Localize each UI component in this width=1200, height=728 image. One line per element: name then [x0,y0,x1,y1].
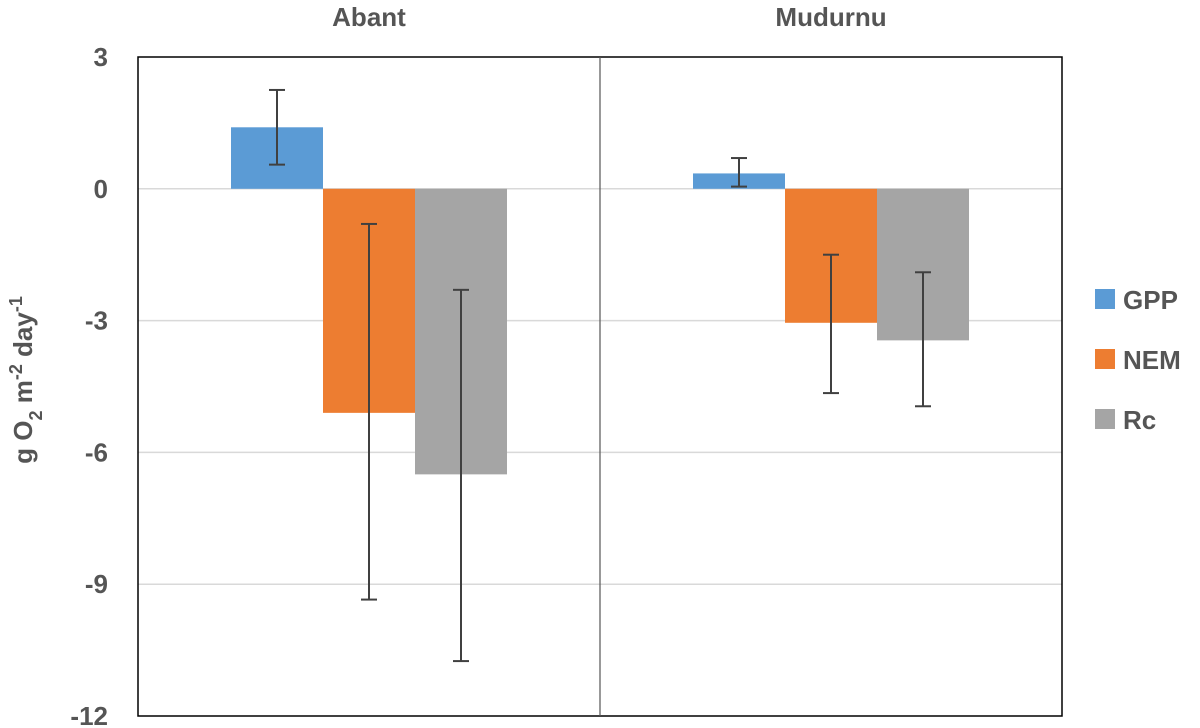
panel-titles: Abant Mudurnu [332,2,886,32]
y-tick-label: 3 [94,42,108,72]
error-bar-nem-mudurnu [823,253,839,395]
legend-label-rc: Rc [1123,405,1156,435]
error-bar-nem-abant [361,222,377,601]
error-bar-rc-mudurnu [915,271,931,408]
y-tick-label: -12 [70,701,108,728]
legend: GPP NEM Rc [1095,285,1181,435]
legend-swatch-rc [1095,409,1115,429]
error-bar-gpp-abant [269,88,285,166]
error-bar-gpp-mudurnu [731,157,747,188]
y-tick-label: -6 [85,437,108,467]
legend-label-gpp: GPP [1123,285,1178,315]
y-tick-label: -3 [85,306,108,336]
y-tick-label: 0 [94,174,108,204]
y-tick-labels: 3 0 -3 -6 -9 -12 [70,42,108,728]
error-bars [269,88,931,663]
y-axis-label: g O2 m-2 day-1 [6,296,46,464]
legend-label-nem: NEM [1123,345,1181,375]
panel-title: Mudurnu [775,2,886,32]
legend-swatch-nem [1095,349,1115,369]
panel-title: Abant [332,2,406,32]
error-bar-rc-abant [453,288,469,663]
legend-swatch-gpp [1095,289,1115,309]
y-tick-label: -9 [85,569,108,599]
